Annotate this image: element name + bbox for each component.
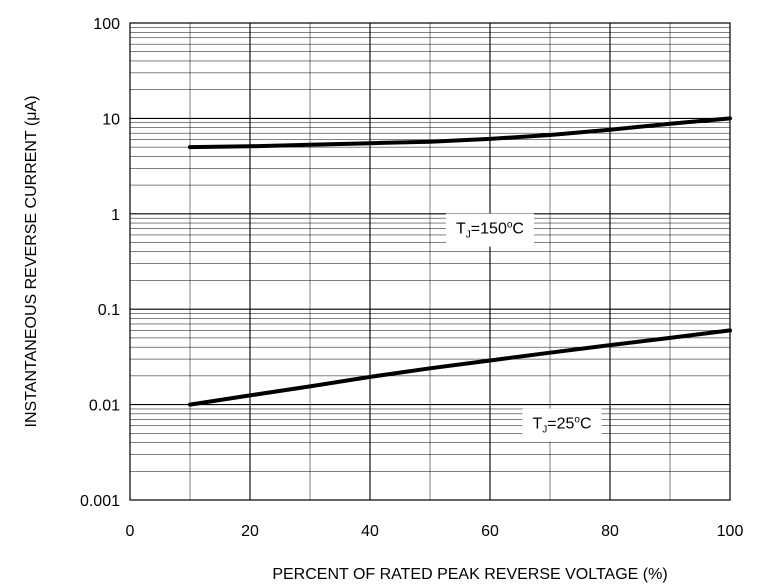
annotation-text: TJ=25oC	[532, 415, 591, 436]
y-tick-labels: 100 10 1 0.1 0.01 0.001	[80, 16, 120, 510]
series-group	[188, 116, 732, 407]
x-tick-label: 40	[361, 523, 379, 540]
y-tick-label: 100	[93, 16, 120, 33]
grid	[130, 23, 730, 500]
x-tick-label: 20	[241, 523, 259, 540]
x-tick-label: 100	[717, 523, 744, 540]
label-background	[522, 408, 602, 442]
x-axis-title: PERCENT OF RATED PEAK REVERSE VOLTAGE (%…	[272, 566, 667, 583]
x-tick-label: 80	[601, 523, 619, 540]
y-tick-label: 10	[102, 111, 120, 128]
plot-frame	[129, 22, 731, 501]
annotations: TJ=150oC TJ=25oC	[446, 213, 602, 442]
y-tick-label: 0.001	[80, 493, 120, 510]
series-line-tj-25c	[188, 328, 732, 407]
y-tick-label: 0.1	[98, 302, 120, 319]
y-tick-label: 0.01	[89, 398, 120, 415]
label-tj-150c: TJ=150oC	[446, 213, 534, 247]
x-tick-label: 60	[481, 523, 499, 540]
x-tick-labels: 0 20 40 60 80 100	[126, 523, 744, 540]
x-tick-label: 0	[126, 523, 135, 540]
annotation-text: TJ=150oC	[456, 220, 524, 241]
label-tj-25c: TJ=25oC	[522, 408, 602, 442]
y-tick-label: 1	[111, 207, 120, 224]
series-line-tj-150c	[188, 116, 732, 150]
label-background	[446, 213, 534, 247]
y-axis-title: INSTANTANEOUS REVERSE CURRENT (μA)	[23, 96, 40, 428]
